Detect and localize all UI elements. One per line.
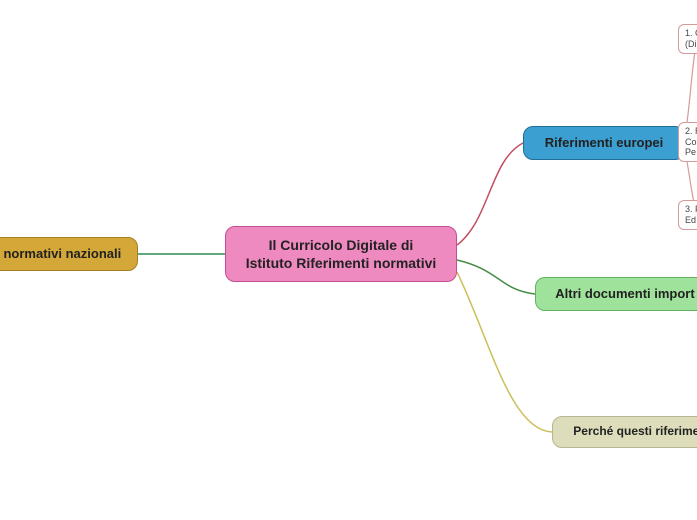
mindmap-canvas: Il Curricolo Digitale di Istituto Riferi… xyxy=(0,0,697,520)
node-left-label: enti normativi nazionali xyxy=(0,246,121,263)
leaf-1-label: 1. C (Di xyxy=(685,28,697,50)
edge xyxy=(457,143,523,245)
leaf-europei-2[interactable]: 2. R Co Pe xyxy=(678,122,697,162)
leaf-europei-3[interactable]: 3. P Ed xyxy=(678,200,697,230)
node-perche-label: Perché questi riferiment xyxy=(573,424,697,440)
edge xyxy=(457,260,535,294)
node-center[interactable]: Il Curricolo Digitale di Istituto Riferi… xyxy=(225,226,457,282)
node-riferimenti-nazionali[interactable]: enti normativi nazionali xyxy=(0,237,138,271)
node-altri-label: Altri documenti import xyxy=(555,286,694,303)
leaf-europei-1[interactable]: 1. C (Di xyxy=(678,24,697,54)
node-europei-label: Riferimenti europei xyxy=(545,135,663,152)
node-altri-documenti[interactable]: Altri documenti import xyxy=(535,277,697,311)
node-perche[interactable]: Perché questi riferiment xyxy=(552,416,697,448)
node-riferimenti-europei[interactable]: Riferimenti europei xyxy=(523,126,685,160)
leaf-3-label: 3. P Ed xyxy=(685,204,697,226)
node-center-label: Il Curricolo Digitale di Istituto Riferi… xyxy=(246,236,437,272)
edge xyxy=(685,40,697,135)
leaf-2-label: 2. R Co Pe xyxy=(685,126,697,158)
